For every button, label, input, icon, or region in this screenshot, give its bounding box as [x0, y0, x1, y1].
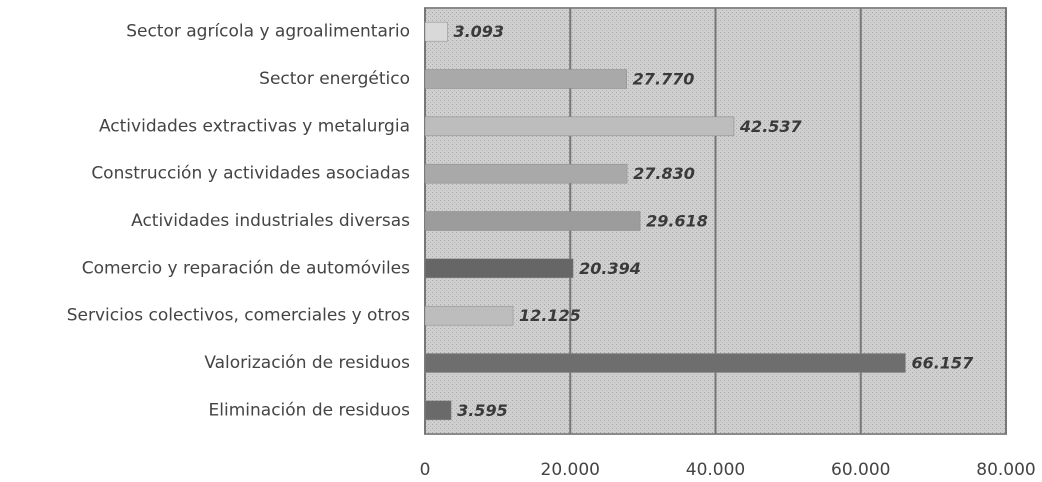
value-label: 27.770 [633, 70, 695, 89]
y-tick-label: Eliminación de residuos [209, 400, 411, 420]
bar [424, 69, 627, 89]
x-tick-label: 80.000 [976, 460, 1035, 480]
y-tick-label: Comercio y reparación de automóviles [82, 258, 410, 278]
y-tick-label: Sector energético [259, 69, 410, 89]
value-label: 3.093 [453, 22, 504, 41]
value-label: 66.157 [911, 354, 974, 373]
bar [424, 400, 452, 421]
y-tick-label: Actividades industriales diversas [131, 211, 410, 231]
x-tick-label: 60.000 [831, 460, 890, 480]
x-tick-label: 40.000 [686, 460, 745, 480]
x-tick-label: 20.000 [541, 460, 600, 480]
value-label: 12.125 [519, 306, 581, 325]
y-tick-label: Valorización de residuos [204, 353, 410, 373]
bar [424, 353, 906, 373]
y-tick-label: Sector agrícola y agroalimentario [126, 22, 410, 42]
bar [424, 163, 628, 184]
bar [424, 211, 641, 231]
y-tick-label: Construcción y actividades asociadas [91, 164, 410, 184]
value-label: 42.537 [739, 117, 803, 136]
value-label: 3.595 [457, 401, 508, 420]
value-label: 27.830 [633, 164, 695, 183]
bar [424, 116, 735, 137]
x-tick-label: 0 [420, 460, 431, 480]
y-tick-label: Servicios colectivos, comerciales y otro… [67, 306, 410, 326]
bar [424, 305, 514, 326]
value-label: 20.394 [579, 259, 641, 278]
bar [424, 21, 448, 42]
y-tick-label: Actividades extractivas y metalurgia [99, 116, 410, 136]
value-label: 29.618 [646, 212, 708, 231]
bar [424, 258, 574, 279]
